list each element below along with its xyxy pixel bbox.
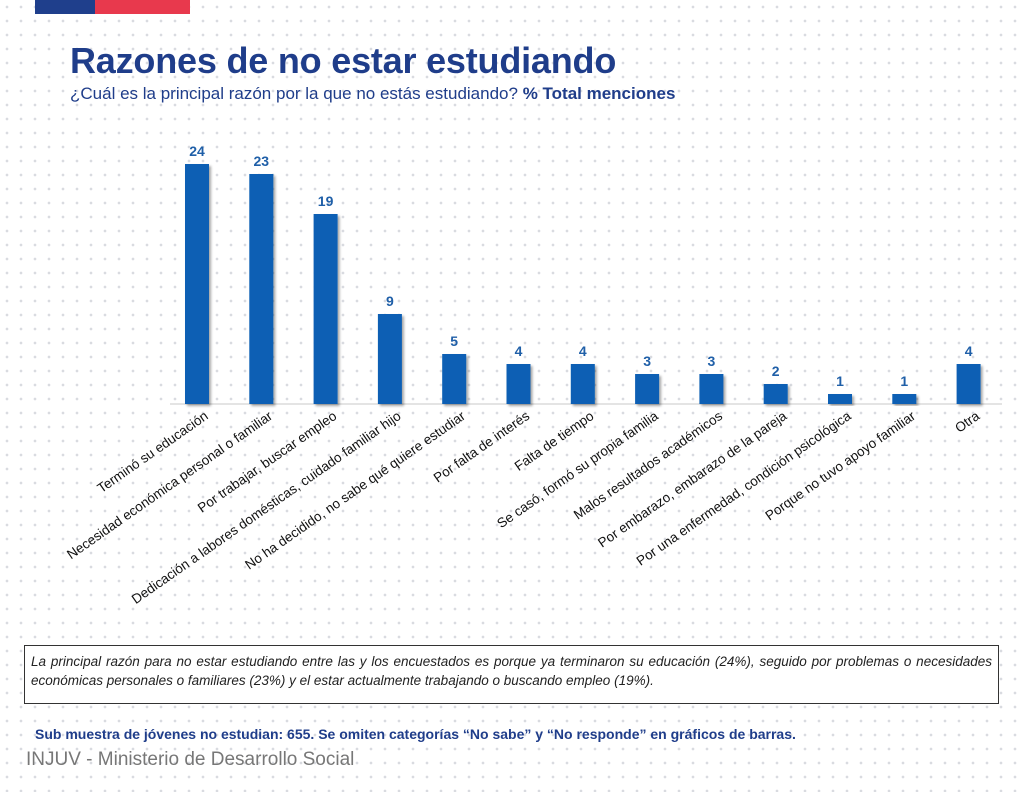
subtitle-measure: % Total menciones: [522, 84, 676, 103]
bar: [570, 364, 595, 404]
data-label: 3: [708, 353, 716, 369]
data-label: 23: [254, 153, 270, 169]
bar: [892, 394, 917, 404]
brand-strip-blue: [35, 0, 95, 14]
chart-subtitle: ¿Cuál es la principal razón por la que n…: [70, 84, 675, 104]
data-label: 1: [836, 373, 844, 389]
data-label: 5: [450, 333, 458, 349]
bar: [442, 354, 467, 404]
category-label: Terminó su educación: [95, 408, 211, 496]
bar: [506, 364, 531, 404]
category-label: Otra: [952, 408, 983, 436]
bar: [249, 174, 274, 404]
summary-box: La principal razón para no estar estudia…: [24, 645, 999, 704]
data-label: 2: [772, 363, 780, 379]
data-label: 4: [579, 343, 587, 359]
data-label: 4: [965, 343, 973, 359]
data-label: 4: [515, 343, 523, 359]
footer-brand: INJUV - Ministerio de Desarrollo Social: [26, 749, 355, 770]
bar: [185, 164, 209, 404]
page-title: Razones de no estar estudiando: [70, 40, 617, 81]
bar: [828, 394, 852, 404]
category-label: No ha decidido, no sabe qué quiere estud…: [242, 408, 468, 573]
brand-strip-red: [95, 0, 190, 14]
data-label: 19: [318, 193, 334, 209]
bar: [635, 374, 660, 404]
bar: [699, 374, 724, 404]
data-label: 1: [900, 373, 908, 389]
subtitle-question: ¿Cuál es la principal razón por la que n…: [70, 84, 518, 103]
bar: [956, 364, 981, 404]
data-label: 3: [643, 353, 651, 369]
brand-color-strip: [35, 0, 190, 14]
data-label: 9: [386, 293, 394, 309]
sample-note: Sub muestra de jóvenes no estudian: 655.…: [35, 726, 796, 742]
data-label: 24: [189, 143, 205, 159]
bar: [313, 214, 338, 404]
bar: [763, 384, 788, 404]
bar: [377, 314, 402, 404]
